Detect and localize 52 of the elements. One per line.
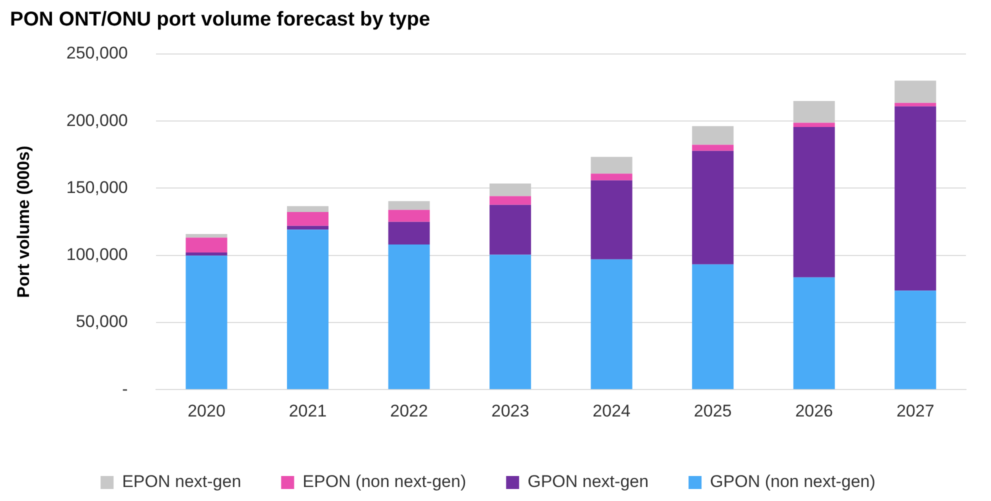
bar — [590, 259, 632, 390]
y-tick-label: 250,000 — [66, 44, 128, 63]
bar — [590, 174, 632, 180]
bar — [490, 254, 532, 390]
bar — [793, 122, 835, 128]
bar — [894, 290, 936, 390]
bar — [894, 106, 936, 291]
y-tick-label: 100,000 — [66, 245, 128, 264]
bar — [894, 102, 936, 106]
x-tick-label: 2025 — [694, 401, 732, 420]
bar — [286, 230, 329, 390]
y-axis-title: Port volume (000s) — [14, 146, 33, 298]
x-tick-label: 2020 — [188, 401, 226, 420]
x-tick-label: 2024 — [592, 401, 630, 420]
bar — [286, 226, 329, 230]
bar — [692, 150, 734, 264]
bar — [186, 234, 228, 238]
y-tick-label: 200,000 — [66, 110, 128, 130]
bar — [186, 256, 228, 390]
bar — [793, 127, 835, 278]
x-tick-label: 2021 — [288, 401, 327, 420]
x-tick-label: 2027 — [896, 401, 934, 420]
bar — [388, 210, 430, 222]
legend-label: EPON (non next-gen) — [302, 472, 466, 492]
bar — [692, 126, 734, 145]
chart-title: PON ONT/ONU port volume forecast by type — [10, 8, 430, 31]
y-tick-label: - — [122, 379, 128, 398]
x-tick-label: 2026 — [795, 401, 834, 420]
bar — [286, 212, 329, 226]
bar — [490, 204, 532, 255]
bar — [186, 238, 228, 253]
y-tick-label: 150,000 — [66, 178, 128, 197]
x-tick-label: 2022 — [390, 401, 428, 420]
bar — [186, 252, 228, 256]
bar — [388, 222, 430, 244]
bar — [286, 206, 329, 212]
bar — [490, 184, 532, 196]
bar — [388, 244, 430, 390]
legend-label: GPON (non next-gen) — [710, 472, 876, 492]
bar — [388, 201, 430, 210]
bar — [692, 144, 734, 151]
x-tick-label: 2023 — [491, 401, 530, 420]
legend-label: EPON next-gen — [122, 472, 242, 492]
bar — [590, 180, 632, 260]
bar — [490, 196, 532, 205]
legend-label: GPON next-gen — [528, 472, 649, 492]
bar — [793, 100, 835, 123]
bar — [692, 264, 734, 390]
bar — [590, 156, 632, 174]
bar — [793, 277, 835, 390]
bar — [894, 80, 936, 103]
y-tick-label: 50,000 — [76, 312, 128, 332]
